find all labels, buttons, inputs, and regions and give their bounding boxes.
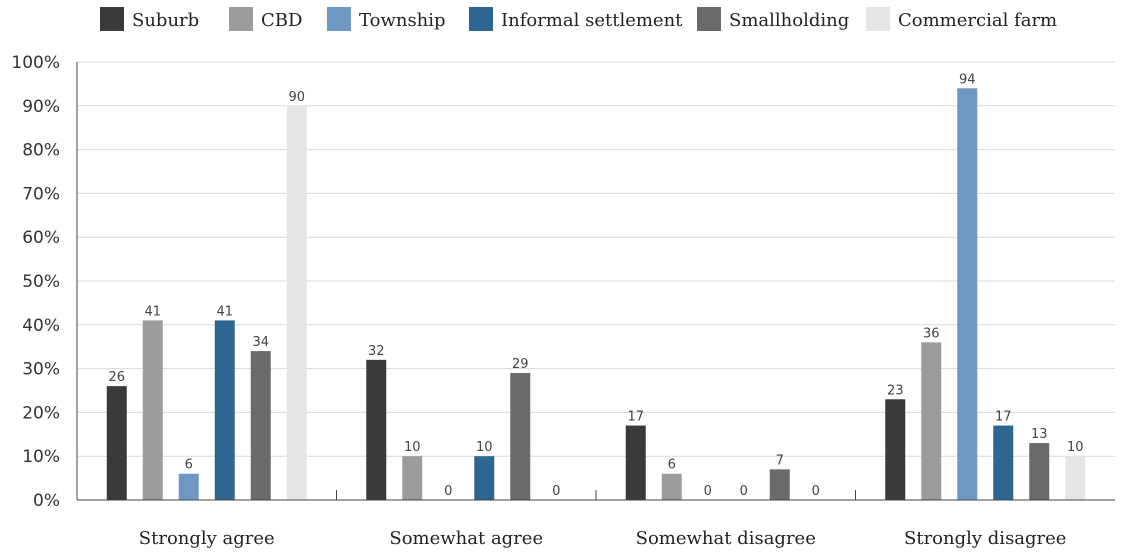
bar-cbd-strongly-disagree (921, 342, 942, 500)
y-tick-label: 20% (22, 403, 60, 423)
x-tick-label-strongly-agree: Strongly agree (139, 528, 275, 549)
y-tick-label: 30% (22, 360, 60, 380)
y-tick-label: 80% (22, 141, 60, 161)
y-tick-label: 70% (22, 184, 60, 204)
data-label: 6 (668, 458, 676, 473)
bar-commercial-farm-strongly-disagree (1065, 456, 1086, 500)
data-label: 29 (512, 357, 529, 372)
y-tick-label: 40% (22, 316, 60, 336)
bar-cbd-somewhat-agree (402, 456, 423, 500)
legend-swatch-smallholding (697, 7, 721, 31)
data-label: 23 (887, 383, 904, 398)
data-label: 17 (995, 410, 1012, 425)
y-tick-label: 90% (22, 97, 60, 117)
legend-label-commercial-farm: Commercial farm (898, 10, 1057, 31)
x-tick-label-somewhat-agree: Somewhat agree (389, 528, 543, 549)
bar-informal-settlement-somewhat-agree (474, 456, 495, 500)
bar-suburb-somewhat-agree (366, 359, 387, 500)
legend-label-smallholding: Smallholding (729, 10, 849, 31)
bar-township-strongly-disagree (957, 88, 978, 500)
bar-informal-settlement-strongly-disagree (993, 425, 1014, 500)
data-label: 6 (185, 458, 193, 473)
x-axis: Strongly agree Somewhat agree Somewhat dis… (77, 490, 1115, 549)
bar-smallholding-somewhat-disagree (769, 469, 790, 500)
data-label: 0 (552, 484, 560, 499)
bar-smallholding-somewhat-agree (510, 372, 531, 500)
x-tick-label-strongly-disagree: Strongly disagree (904, 528, 1066, 549)
data-label: 0 (812, 484, 820, 499)
y-tick-label: 60% (22, 228, 60, 248)
y-tick-label: 10% (22, 447, 60, 467)
legend: Suburb CBD Township Informal settlement Smal… (100, 7, 1057, 31)
legend-swatch-suburb (100, 7, 124, 31)
bar-smallholding-strongly-agree (250, 351, 271, 500)
bar-smallholding-strongly-disagree (1029, 443, 1050, 500)
data-label: 13 (1031, 427, 1048, 442)
data-label: 32 (368, 344, 385, 359)
data-label: 0 (740, 484, 748, 499)
bars: 26 41 6 41 34 90 32 10 0 10 29 0 17 6 0 0 7 0 23 36 94 17 13 10 (106, 72, 1086, 501)
legend-swatch-informal-settlement (469, 7, 493, 31)
data-label: 17 (627, 410, 644, 425)
y-tick-label: 50% (22, 272, 60, 292)
legend-label-township: Township (359, 10, 446, 31)
legend-swatch-cbd (229, 7, 253, 31)
y-tick-label: 0% (33, 491, 60, 511)
data-label: 10 (404, 440, 421, 455)
data-label: 41 (144, 304, 161, 319)
bar-suburb-strongly-disagree (885, 399, 906, 500)
bar-informal-settlement-strongly-agree (214, 320, 235, 500)
data-label: 7 (776, 453, 784, 468)
data-label: 26 (108, 370, 125, 385)
data-label: 36 (923, 326, 940, 341)
legend-swatch-township (327, 7, 351, 31)
data-label: 10 (1067, 440, 1084, 455)
legend-swatch-commercial-farm (866, 7, 890, 31)
legend-label-suburb: Suburb (132, 10, 199, 31)
data-label: 41 (216, 304, 233, 319)
bar-township-strongly-agree (178, 473, 199, 500)
bar-suburb-strongly-agree (106, 386, 127, 500)
bar-cbd-somewhat-disagree (661, 473, 682, 500)
data-label: 10 (476, 440, 493, 455)
y-axis: 0% 10% 20% 30% 40% 50% 60% 70% 80% 90% 100% (11, 53, 78, 511)
data-label: 94 (959, 72, 976, 87)
data-label: 0 (704, 484, 712, 499)
legend-label-informal-settlement: Informal settlement (501, 10, 683, 31)
gridlines (77, 61, 1115, 457)
data-label: 0 (444, 484, 452, 499)
x-tick-label-somewhat-disagree: Somewhat disagree (636, 528, 816, 549)
bar-commercial-farm-strongly-agree (286, 105, 307, 501)
data-label: 90 (288, 90, 305, 105)
bar-cbd-strongly-agree (142, 320, 163, 500)
data-label: 34 (252, 335, 269, 350)
y-tick-label: 100% (11, 53, 60, 73)
bar-suburb-somewhat-disagree (625, 425, 646, 500)
legend-label-cbd: CBD (261, 10, 302, 31)
